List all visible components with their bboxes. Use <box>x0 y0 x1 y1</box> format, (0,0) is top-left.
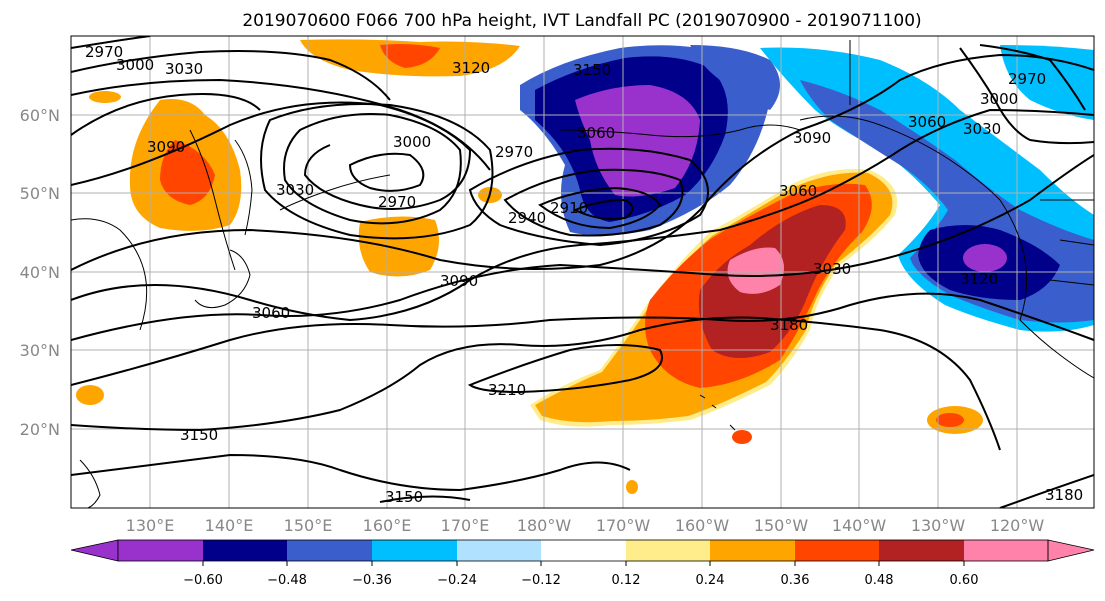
graticule <box>71 36 1094 508</box>
lon-label: 180°W <box>517 516 572 535</box>
contour-label: 3150 <box>180 426 218 444</box>
lon-label: 150°E <box>284 516 333 535</box>
contour-label: 3090 <box>440 272 478 290</box>
height-contours <box>71 36 1094 508</box>
contour-label: 2970 <box>1008 70 1046 88</box>
contour-label: 3060 <box>908 113 946 131</box>
colorbar-bin <box>710 540 795 561</box>
contour-label: 2940 <box>508 209 546 227</box>
lon-label: 160°E <box>363 516 412 535</box>
map-frame <box>70 35 1095 509</box>
contour-label: 3000 <box>393 133 431 151</box>
lon-label: 170°W <box>596 516 651 535</box>
colorbar-tick-label: 0.36 <box>781 573 810 588</box>
colorbar-tick-label: −0.48 <box>267 573 307 588</box>
contour-label: 3060 <box>577 124 615 142</box>
contour-label: 2970 <box>495 143 533 161</box>
contour-label: 3030 <box>813 260 851 278</box>
colorbar-tick-label: 0.24 <box>696 573 725 588</box>
contour-label: 3090 <box>147 138 185 156</box>
colorbar-max-arrow <box>1047 539 1095 562</box>
colorbar-min-arrow <box>70 539 119 562</box>
colorbar-bin <box>203 540 287 561</box>
colorbar-bin <box>879 540 964 561</box>
latitude-labels: 60°N 50°N 40°N 30°N 20°N <box>20 106 60 439</box>
lat-label: 60°N <box>20 106 60 125</box>
contour-label: 3180 <box>1045 486 1083 504</box>
contour-label: 2970 <box>85 43 123 61</box>
lat-label: 50°N <box>20 184 60 203</box>
contour-label: 3120 <box>960 270 998 288</box>
contour-label: 3150 <box>573 61 611 79</box>
lon-label: 170°E <box>441 516 490 535</box>
lon-label: 140°E <box>205 516 254 535</box>
contour-label: 3090 <box>793 129 831 147</box>
colorbar-bin <box>541 540 626 561</box>
contour-label: 3000 <box>980 90 1018 108</box>
colorbar-tick-label: −0.12 <box>521 573 561 588</box>
contour-label: 3120 <box>452 59 490 77</box>
lon-label: 130°W <box>911 516 966 535</box>
colorbar-bin <box>457 540 541 561</box>
lat-label: 30°N <box>20 341 60 360</box>
colorbar-tick-label: −0.36 <box>352 573 392 588</box>
contour-labels: 2970 3000 3030 3090 3000 2970 2970 3030 … <box>85 43 1083 506</box>
contour-label: 3150 <box>385 488 423 506</box>
colorbar-bin <box>287 540 372 561</box>
contour-label: 2970 <box>378 193 416 211</box>
contour-label: 3030 <box>963 120 1001 138</box>
lon-label: 160°W <box>675 516 730 535</box>
map-title: 2019070600 F066 700 hPa height, IVT Land… <box>242 11 921 31</box>
contour-label: 3000 <box>116 56 154 74</box>
contour-label: 3030 <box>165 60 203 78</box>
contour-label: 3180 <box>770 316 808 334</box>
lat-label: 40°N <box>20 263 60 282</box>
lon-label: 150°W <box>754 516 809 535</box>
contour-label: 3060 <box>252 304 290 322</box>
coastlines <box>71 40 1094 508</box>
colorbar-bin <box>118 540 203 561</box>
contour-label: 3210 <box>488 381 526 399</box>
contour-label: 3060 <box>779 182 817 200</box>
contour-label: 2910 <box>550 199 588 217</box>
colorbar-tick-label: −0.24 <box>437 573 477 588</box>
lon-label: 130°E <box>126 516 175 535</box>
colorbar-tick-label: −0.60 <box>183 573 223 588</box>
colorbar-bin <box>626 540 710 561</box>
contour-label: 3030 <box>276 181 314 199</box>
longitude-labels: 130°E 140°E 150°E 160°E 170°E 180°W 170°… <box>126 516 1045 535</box>
colorbar-bin <box>964 540 1048 561</box>
lon-label: 120°W <box>990 516 1045 535</box>
map-panel: 2970 3000 3030 3090 3000 2970 2970 3030 … <box>71 36 1094 508</box>
lon-label: 140°W <box>832 516 887 535</box>
colorbar-bin <box>372 540 457 561</box>
colorbar-tick-label: 0.48 <box>865 573 894 588</box>
colorbar: −0.60 −0.48 −0.36 −0.24 −0.12 0.12 0.24 … <box>70 539 1095 588</box>
lat-label: 20°N <box>20 420 60 439</box>
colorbar-tick-label: 0.60 <box>950 573 979 588</box>
colorbar-tick-label: 0.12 <box>612 573 641 588</box>
colorbar-bin <box>795 540 879 561</box>
